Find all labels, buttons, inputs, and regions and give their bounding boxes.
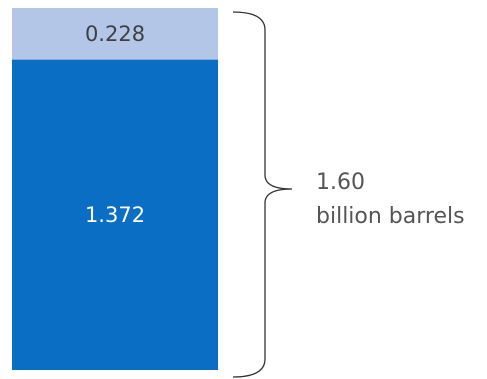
total-unit-label: billion barrels — [316, 204, 465, 229]
bar-segment-1-label: 1.372 — [85, 203, 145, 227]
stacked-bar: 1.372 0.228 — [12, 8, 218, 371]
total-brace — [232, 11, 293, 378]
bar-segment-2-label: 0.228 — [85, 22, 145, 46]
bar-segment-1 — [12, 59, 218, 371]
total-value-label: 1.60 — [316, 170, 365, 195]
bar-segment-2 — [12, 8, 218, 60]
